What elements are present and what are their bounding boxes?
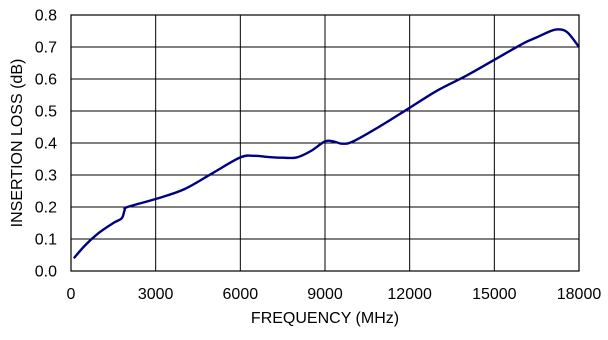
x-tick-label: 9000 (307, 286, 343, 303)
x-tick-label: 0 (67, 286, 76, 303)
x-tick-label: 18000 (557, 286, 602, 303)
y-tick-label: 0.3 (35, 168, 57, 185)
x-tick-label: 6000 (223, 286, 259, 303)
y-axis-ticks: 0.0 0.1 0.2 0.3 0.4 0.5 0.6 0.7 0.8 (35, 8, 57, 281)
insertion-loss-line (72, 28, 580, 259)
y-tick-label: 0.0 (35, 264, 57, 281)
x-tick-label: 3000 (138, 286, 174, 303)
x-axis-ticks: 0 3000 6000 9000 12000 15000 18000 (67, 286, 602, 303)
x-axis-title: FREQUENCY (MHz) (251, 310, 399, 327)
y-tick-label: 0.7 (35, 40, 57, 57)
plot-area-frame (70, 14, 580, 272)
series-line-group (72, 28, 580, 259)
y-tick-label: 0.6 (35, 72, 57, 89)
y-tick-label: 0.8 (35, 8, 57, 25)
grid (70, 14, 580, 272)
y-axis-title: INSERTION LOSS (dB) (9, 59, 26, 228)
y-tick-label: 0.1 (35, 232, 57, 249)
x-tick-label: 12000 (387, 286, 432, 303)
x-tick-label: 15000 (472, 286, 517, 303)
y-tick-label: 0.4 (35, 136, 57, 153)
y-tick-label: 0.5 (35, 104, 57, 121)
y-tick-label: 0.2 (35, 200, 57, 217)
